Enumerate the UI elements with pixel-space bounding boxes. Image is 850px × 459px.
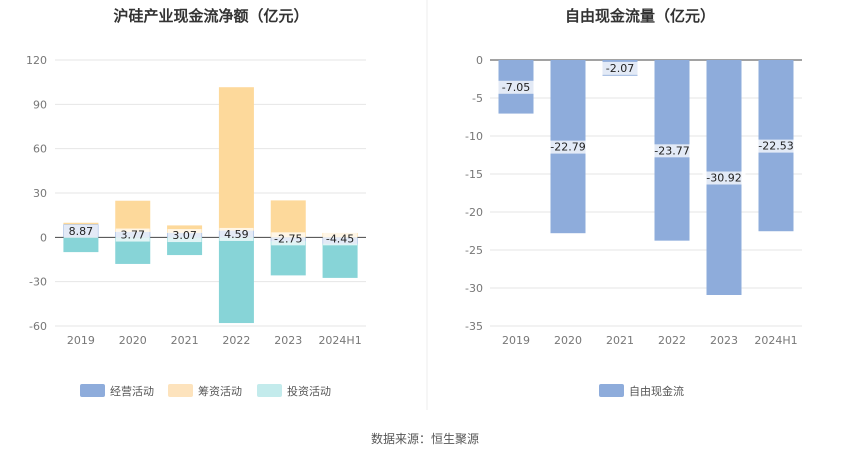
chart-title: 自由现金流量（亿元） <box>565 7 715 25</box>
free-cash-flow-chart: 自由现金流量（亿元） 0 -5 -10 -15 -20 -25 -30 -35 2019 2020 2… <box>465 7 802 398</box>
data-label: 3.77 <box>121 229 146 242</box>
y-tick-label: -25 <box>465 244 483 257</box>
legend-swatch <box>168 384 193 397</box>
data-label: 8.87 <box>69 225 94 238</box>
x-tick-label: 2020 <box>119 334 147 347</box>
data-label: -22.53 <box>758 140 793 153</box>
y-tick-label: 90 <box>33 98 47 111</box>
x-tick-label: 2021 <box>171 334 199 347</box>
legend-swatch <box>599 384 624 397</box>
data-label-bg <box>323 232 358 246</box>
bar-investing <box>218 237 254 324</box>
y-tick-label: 30 <box>33 187 47 200</box>
bar-financing <box>270 200 306 238</box>
bar-financing <box>115 200 151 232</box>
y-tick-label: -30 <box>29 276 47 289</box>
legend-swatch <box>257 384 282 397</box>
data-label: -2.07 <box>606 62 634 75</box>
legend-label: 投资活动 <box>287 384 331 398</box>
bar-investing <box>270 241 306 276</box>
data-label: 4.59 <box>224 228 249 241</box>
data-label: -30.92 <box>706 171 741 184</box>
data-label-bg <box>546 140 590 154</box>
data-label-bg <box>219 227 254 241</box>
legend-label: 筹资活动 <box>198 384 242 398</box>
legend-label: 自由现金流 <box>629 384 684 398</box>
x-tick-label: 2022 <box>222 334 250 347</box>
x-tick-label: 2024H1 <box>754 334 797 347</box>
y-tick-label: 60 <box>33 143 47 156</box>
data-label-bg <box>754 139 798 153</box>
data-label-bg <box>271 232 306 246</box>
bar-investing <box>115 237 151 264</box>
x-tick-label: 2023 <box>274 334 302 347</box>
y-tick-label: -5 <box>472 92 483 105</box>
data-label-bg <box>167 229 202 243</box>
data-label-bg <box>497 80 535 94</box>
data-label-bg <box>115 228 150 242</box>
y-tick-label: 0 <box>476 54 483 67</box>
data-label-bg <box>63 224 98 238</box>
data-label-bg <box>702 171 746 185</box>
x-tick-label: 2023 <box>710 334 738 347</box>
x-tick-label: 2019 <box>502 334 530 347</box>
y-tick-label: -20 <box>465 206 483 219</box>
x-tick-label: 2019 <box>67 334 95 347</box>
y-tick-label: -35 <box>465 320 483 333</box>
data-label: -7.05 <box>502 81 530 94</box>
bar-investing <box>322 243 358 278</box>
x-tick-label: 2021 <box>606 334 634 347</box>
data-label: 3.07 <box>172 229 197 242</box>
bar-financing <box>218 87 254 231</box>
y-tick-label: 120 <box>26 54 47 67</box>
legend-swatch <box>80 384 105 397</box>
y-tick-label: 0 <box>40 231 47 244</box>
data-label: -2.75 <box>274 232 302 245</box>
data-label: -23.77 <box>654 144 689 157</box>
x-tick-label: 2020 <box>554 334 582 347</box>
legend-label: 经营活动 <box>110 384 154 398</box>
bar-financing <box>63 222 99 225</box>
y-tick-label: -30 <box>465 282 483 295</box>
cash-flow-chart: 沪硅产业现金流净额（亿元） 120 90 60 30 0 -30 -60 2019 2020 202… <box>26 7 366 398</box>
x-tick-label: 2022 <box>658 334 686 347</box>
x-tick-label: 2024H1 <box>318 334 361 347</box>
data-label: -4.45 <box>326 232 354 245</box>
data-label: -22.79 <box>550 141 585 154</box>
bar-investing <box>63 237 99 253</box>
y-tick-label: -60 <box>29 320 47 333</box>
data-label-bg <box>650 144 694 158</box>
y-tick-label: -15 <box>465 168 483 181</box>
y-tick-label: -10 <box>465 130 483 143</box>
data-label-bg <box>601 61 639 75</box>
chart-title: 沪硅产业现金流净额（亿元） <box>113 7 308 25</box>
data-source-note: 数据来源：恒生聚源 <box>370 432 479 446</box>
